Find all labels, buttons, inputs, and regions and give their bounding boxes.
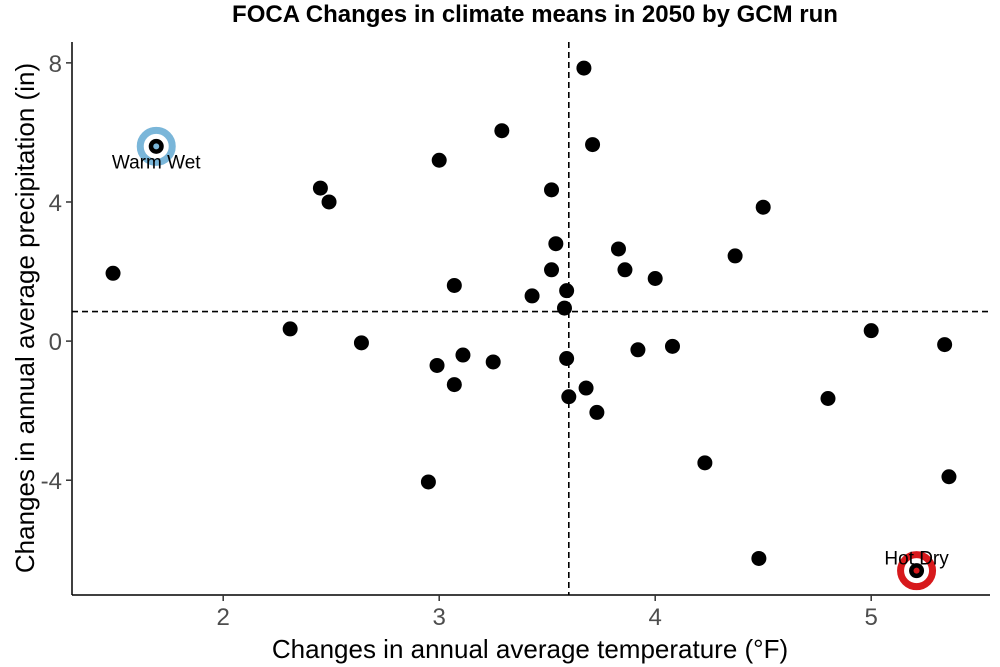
data-point-23	[578, 380, 594, 396]
y-tick-label: -4	[41, 468, 62, 495]
data-point-24	[585, 137, 601, 153]
data-point-29	[647, 271, 663, 287]
annotation-hot-dry: Hot Dry	[884, 549, 949, 570]
y-tick-label: 8	[49, 51, 62, 78]
data-point-4	[321, 194, 337, 210]
data-point-10	[446, 377, 462, 393]
data-point-33	[751, 550, 767, 566]
data-point-38	[937, 337, 953, 353]
data-point-14	[524, 288, 540, 304]
data-point-20	[559, 350, 575, 366]
data-point-19	[559, 283, 575, 299]
data-point-12	[485, 354, 501, 370]
chart-title: FOCA Changes in climate means in 2050 by…	[232, 1, 838, 28]
data-point-26	[610, 241, 626, 257]
annotation-warm-wet: Warm Wet	[112, 152, 201, 173]
data-point-6	[420, 474, 436, 490]
data-point-9	[446, 277, 462, 293]
x-tick-label: 4	[649, 604, 662, 631]
data-point-5	[353, 335, 369, 351]
data-point-35	[820, 390, 836, 406]
highlight-ring-warm-wet	[136, 126, 176, 166]
highlight-center-hot-dry	[913, 567, 920, 574]
plot-area: Warm Wet Hot Dry	[72, 42, 990, 595]
y-tick-label: 4	[49, 190, 62, 217]
data-point-31	[697, 455, 713, 471]
data-point-18	[556, 300, 572, 316]
data-point-25	[589, 404, 605, 420]
x-tick-label: 3	[433, 604, 446, 631]
axes: 2 3 4 5 -4 0 4 8	[41, 42, 990, 631]
data-point-3	[312, 180, 328, 196]
x-tick-label: 2	[217, 604, 230, 631]
data-point-15	[544, 182, 560, 198]
data-point-2	[282, 321, 298, 337]
highlight-center-warm-wet	[153, 143, 160, 150]
highlight-ring-hot-dry	[897, 551, 937, 591]
data-point-8	[431, 152, 447, 168]
data-point-13	[494, 123, 510, 139]
data-point-21	[561, 389, 577, 405]
data-point-22	[576, 60, 592, 76]
data-point-27	[617, 262, 633, 278]
data-point-32	[727, 248, 743, 264]
y-tick-label: 0	[49, 329, 62, 356]
data-point-28	[630, 342, 646, 358]
data-point-39	[941, 469, 957, 485]
data-point-11	[455, 347, 471, 363]
x-tick-label: 5	[865, 604, 878, 631]
data-point-16	[544, 262, 560, 278]
y-axis-title: Changes in annual average precipitation …	[10, 63, 40, 573]
data-point-7	[429, 357, 445, 373]
data-point-34	[755, 199, 771, 215]
x-axis-title: Changes in annual average temperature (°…	[272, 634, 788, 664]
data-point-0	[105, 265, 121, 281]
data-point-36	[863, 323, 879, 339]
data-point-30	[664, 338, 680, 354]
data-point-17	[548, 236, 564, 252]
